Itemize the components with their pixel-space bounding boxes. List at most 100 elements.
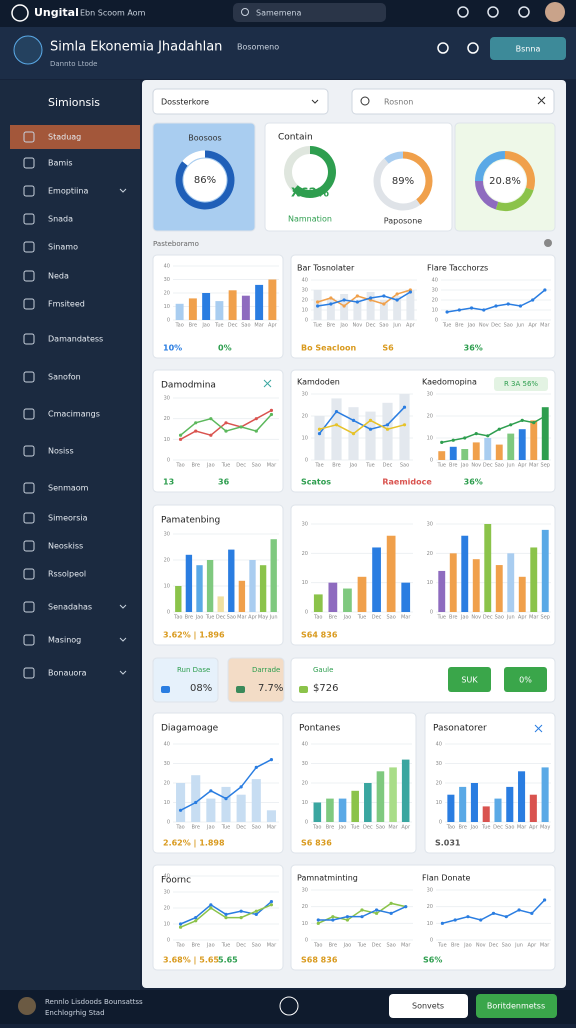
chevron[interactable] bbox=[119, 604, 127, 609]
point bbox=[269, 903, 274, 907]
chevron[interactable] bbox=[119, 670, 127, 675]
y-tick-label: 30 bbox=[302, 392, 308, 398]
select[interactable] bbox=[152, 88, 329, 115]
avatar[interactable] bbox=[545, 2, 565, 22]
card-title: Foornc bbox=[161, 876, 191, 886]
bar bbox=[328, 582, 338, 612]
header-icon[interactable] bbox=[437, 42, 449, 54]
bar bbox=[386, 535, 396, 612]
x-tick-label: Bre bbox=[329, 615, 337, 621]
y-tick-label: 20 bbox=[427, 904, 433, 910]
stat-button[interactable] bbox=[504, 667, 547, 692]
point bbox=[520, 418, 524, 422]
card bbox=[152, 864, 284, 971]
donut-segment bbox=[373, 158, 421, 211]
header-button[interactable] bbox=[490, 37, 566, 60]
x-tick-label: Bre bbox=[191, 463, 199, 469]
line bbox=[317, 291, 411, 307]
point bbox=[543, 288, 547, 292]
card-title: Damodmina bbox=[161, 381, 216, 391]
y-tick-label: 0 bbox=[305, 938, 308, 944]
chart-title: Flan Donate bbox=[422, 874, 471, 883]
menu-item: Masinog bbox=[48, 636, 81, 645]
donut-segment bbox=[292, 146, 336, 198]
point bbox=[329, 296, 333, 300]
y-tick-label: 30 bbox=[427, 522, 433, 528]
bar bbox=[472, 559, 480, 612]
bar bbox=[228, 290, 237, 320]
card-title: Pamatenbing bbox=[161, 516, 220, 526]
x-tick-label: Tue bbox=[357, 615, 367, 621]
header-icon[interactable] bbox=[467, 42, 479, 54]
stat-button[interactable] bbox=[448, 667, 491, 692]
point bbox=[329, 302, 333, 306]
chevron[interactable] bbox=[119, 188, 127, 193]
donut-segment bbox=[182, 150, 206, 166]
x-tick-label: Jun bbox=[516, 323, 525, 329]
point bbox=[342, 304, 346, 308]
y-tick-label: 30 bbox=[164, 761, 170, 767]
x-tick-label: Nov bbox=[476, 943, 486, 949]
bar bbox=[270, 539, 277, 612]
point bbox=[224, 421, 228, 425]
x-tick-label: Jao bbox=[201, 323, 210, 329]
point bbox=[269, 408, 274, 412]
stat-button-label: SUK bbox=[461, 676, 478, 685]
close-icon[interactable] bbox=[534, 724, 543, 733]
menu-icon bbox=[23, 445, 35, 457]
y-tick-label: 20 bbox=[302, 414, 308, 420]
line bbox=[319, 419, 405, 435]
icon[interactable] bbox=[487, 6, 499, 18]
close-icon[interactable] bbox=[263, 379, 272, 388]
bar bbox=[259, 565, 267, 612]
icon[interactable] bbox=[457, 6, 469, 18]
x-tick-label: Tao bbox=[173, 615, 182, 621]
footer-button[interactable] bbox=[389, 994, 468, 1018]
search-box[interactable] bbox=[233, 3, 386, 22]
y-tick-label: 40 bbox=[164, 874, 170, 880]
clear-icon[interactable] bbox=[537, 96, 546, 105]
footer-button[interactable] bbox=[476, 994, 557, 1018]
bar bbox=[541, 529, 549, 612]
x-tick-label: Mar bbox=[267, 943, 277, 949]
x-tick-label: Dec bbox=[236, 825, 246, 831]
card-footer: Scatos bbox=[301, 478, 331, 487]
x-tick-label: Sao bbox=[376, 825, 385, 831]
x-tick-label: Bre bbox=[327, 323, 335, 329]
x-tick-label: Bre bbox=[455, 323, 463, 329]
y-tick-label: 0 bbox=[167, 820, 170, 826]
y-tick-label: 0 bbox=[167, 938, 170, 944]
x-tick-label: Tue bbox=[436, 463, 446, 469]
x-tick-label: Sao bbox=[252, 943, 261, 949]
x-tick-label: Tue bbox=[436, 615, 446, 621]
y-tick-label: 30 bbox=[436, 761, 442, 767]
point bbox=[494, 304, 498, 308]
menu-item: Nosiss bbox=[48, 447, 74, 456]
y-tick-label: 0 bbox=[435, 318, 438, 324]
menu-icon bbox=[23, 408, 35, 420]
add-button[interactable] bbox=[279, 996, 299, 1016]
bar bbox=[313, 594, 323, 612]
y-tick-label: 30 bbox=[164, 277, 170, 283]
x-tick-label: Bre bbox=[326, 825, 334, 831]
menu-icon bbox=[23, 157, 35, 169]
y-tick-label: 0 bbox=[305, 820, 308, 826]
bar bbox=[313, 802, 322, 822]
donut-bg bbox=[293, 155, 327, 189]
donut-segment bbox=[175, 150, 235, 210]
point bbox=[239, 785, 243, 789]
card bbox=[290, 369, 556, 493]
select-text: Dossterkore bbox=[161, 98, 209, 107]
donut-bg bbox=[484, 160, 526, 202]
chevron[interactable] bbox=[119, 637, 127, 642]
menu-item: Damandatess bbox=[48, 335, 103, 344]
chart-title: Kaedomopina bbox=[422, 378, 477, 387]
donut-bg bbox=[183, 158, 227, 202]
search-field[interactable] bbox=[351, 88, 555, 115]
bar bbox=[459, 786, 467, 822]
point bbox=[331, 915, 335, 919]
point bbox=[445, 310, 449, 314]
point bbox=[385, 423, 390, 427]
kpi-title: Contain bbox=[278, 133, 313, 143]
icon[interactable] bbox=[518, 6, 530, 18]
